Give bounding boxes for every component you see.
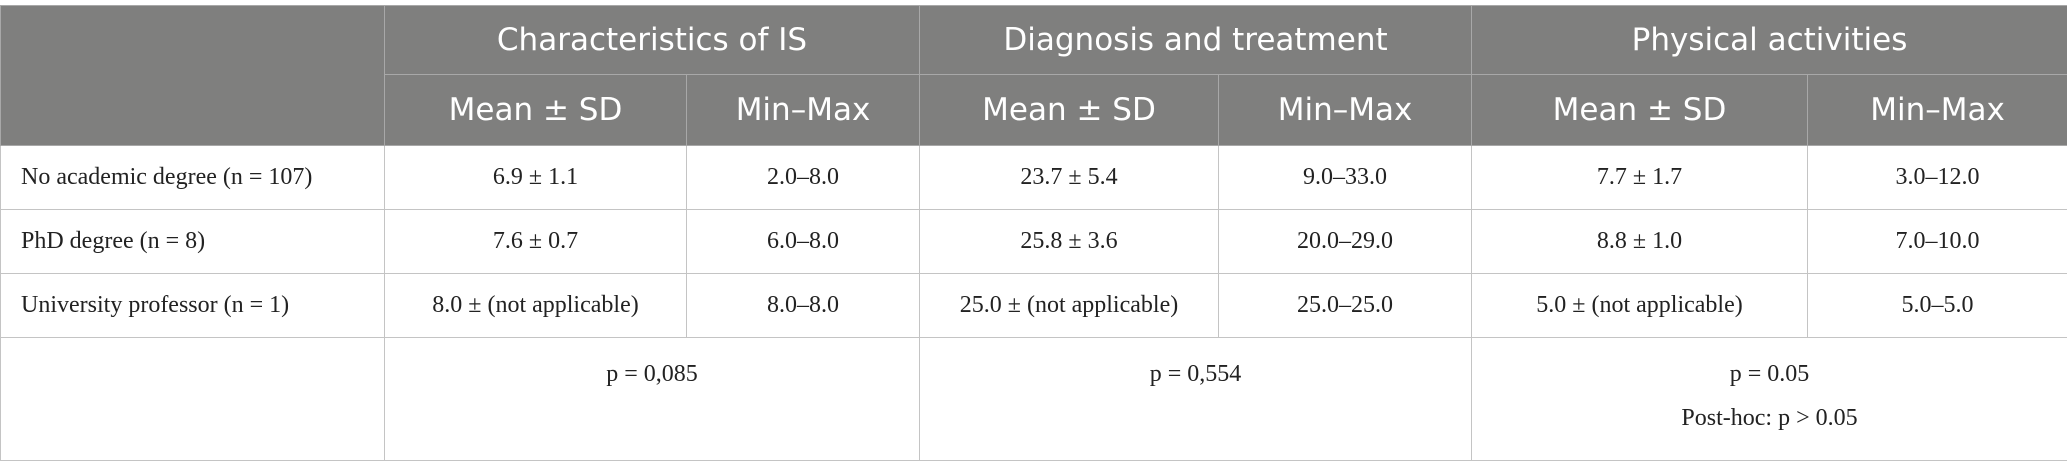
cell: 8.0–8.0 <box>687 274 920 338</box>
table-row: University professor (n = 1)8.0 ± (not a… <box>1 274 2067 338</box>
cell: 7.6 ± 0.7 <box>385 210 687 274</box>
p-value: p = 0.05 <box>1473 352 2066 396</box>
cell: 5.0 ± (not applicable) <box>1472 274 1808 338</box>
group-header: Diagnosis and treatment <box>920 6 1472 75</box>
group-header: Physical activities <box>1472 6 2067 75</box>
p-value: p = 0,554 <box>921 352 1470 396</box>
row-label: University professor (n = 1) <box>1 274 385 338</box>
cell: 7.7 ± 1.7 <box>1472 146 1808 210</box>
sub-header: Min–Max <box>687 75 920 146</box>
cell: 20.0–29.0 <box>1219 210 1472 274</box>
sub-header: Min–Max <box>1808 75 2067 146</box>
sub-header: Min–Max <box>1219 75 1472 146</box>
sub-header: Mean ± SD <box>385 75 687 146</box>
cell: 3.0–12.0 <box>1808 146 2067 210</box>
cell: 25.0 ± (not applicable) <box>920 274 1219 338</box>
p-value: p = 0,085 <box>386 352 918 396</box>
p-value-cell: p = 0,085 <box>385 338 920 461</box>
cell: 6.9 ± 1.1 <box>385 146 687 210</box>
cell: 8.0 ± (not applicable) <box>385 274 687 338</box>
p-value: Post-hoc: p > 0.05 <box>1473 396 2066 440</box>
group-header: Characteristics of IS <box>385 6 920 75</box>
cell: 7.0–10.0 <box>1808 210 2067 274</box>
cell: 9.0–33.0 <box>1219 146 1472 210</box>
cell: 8.8 ± 1.0 <box>1472 210 1808 274</box>
empty-cell <box>1 338 385 461</box>
cell: 25.8 ± 3.6 <box>920 210 1219 274</box>
corner-cell <box>1 6 385 146</box>
cell: 5.0–5.0 <box>1808 274 2067 338</box>
row-label: PhD degree (n = 8) <box>1 210 385 274</box>
cell: 25.0–25.0 <box>1219 274 1472 338</box>
cell: 2.0–8.0 <box>687 146 920 210</box>
p-value-cell: p = 0,554 <box>920 338 1472 461</box>
sub-header: Mean ± SD <box>920 75 1219 146</box>
row-label: No academic degree (n = 107) <box>1 146 385 210</box>
cell: 23.7 ± 5.4 <box>920 146 1219 210</box>
cell: 6.0–8.0 <box>687 210 920 274</box>
sub-header: Mean ± SD <box>1472 75 1808 146</box>
